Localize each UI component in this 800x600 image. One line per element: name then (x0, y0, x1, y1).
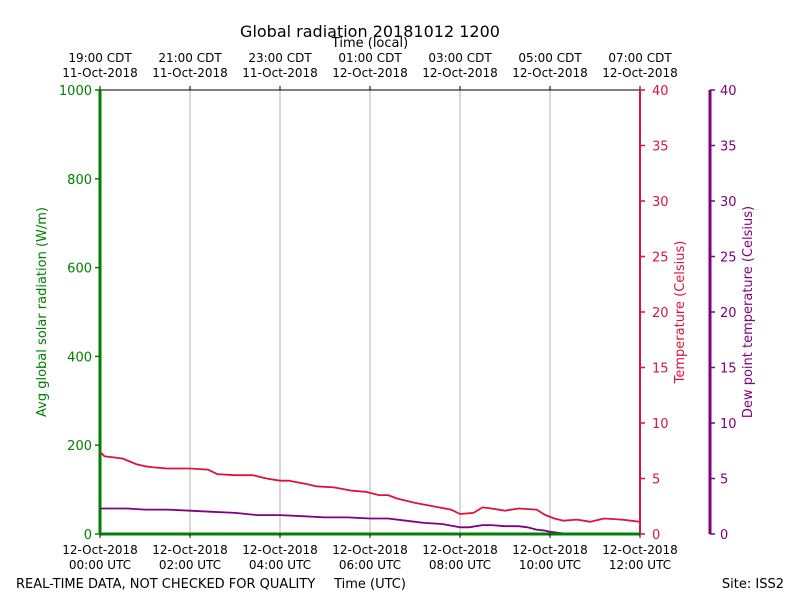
temperature-tick-label: 15 (652, 362, 669, 377)
temperature-tick-label: 30 (652, 195, 669, 210)
dewpoint-tick-label: 10 (720, 417, 737, 432)
x-tick-date: 12-Oct-2018 (512, 543, 588, 557)
x-tick-date: 12-Oct-2018 (332, 543, 408, 557)
dewpoint-tick-label: 20 (720, 306, 737, 321)
top-tick-date: 11-Oct-2018 (152, 66, 228, 80)
top-tick-date: 11-Oct-2018 (242, 66, 318, 80)
top-tick-time: 21:00 CDT (158, 51, 222, 65)
x-axis-label: Time (UTC) (333, 577, 406, 592)
top-tick-time: 01:00 CDT (338, 51, 402, 65)
top-tick-date: 12-Oct-2018 (602, 66, 678, 80)
top-tick-time: 05:00 CDT (518, 51, 582, 65)
radiation-tick-label: 0 (84, 528, 92, 543)
radiation-tick-label: 1000 (59, 84, 92, 99)
radiation-tick-label: 400 (67, 350, 92, 365)
x-tick-date: 12-Oct-2018 (62, 543, 138, 557)
quality-notice: REAL-TIME DATA, NOT CHECKED FOR QUALITY (16, 577, 315, 592)
x-tick-time: 00:00 UTC (69, 558, 131, 572)
temperature-tick-label: 0 (652, 528, 660, 543)
dewpoint-tick-label: 35 (720, 140, 737, 155)
temperature-tick-label: 35 (652, 140, 669, 155)
dewpoint-tick-label: 40 (720, 84, 737, 99)
temperature-tick-label: 10 (652, 417, 669, 432)
dewpoint-tick-label: 30 (720, 195, 737, 210)
x-tick-date: 12-Oct-2018 (152, 543, 228, 557)
top-tick-time: 19:00 CDT (68, 51, 132, 65)
radiation-tick-label: 200 (67, 439, 92, 454)
x-tick-time: 04:00 UTC (249, 558, 311, 572)
top-tick-time: 07:00 CDT (608, 51, 672, 65)
site-label: Site: ISS2 (722, 577, 784, 592)
top-tick-date: 12-Oct-2018 (332, 66, 408, 80)
radiation-tick-label: 600 (67, 262, 92, 277)
temperature-axis-label: Temperature (Celsius) (673, 241, 688, 385)
temperature-tick-label: 20 (652, 306, 669, 321)
top-tick-date: 12-Oct-2018 (422, 66, 498, 80)
dewpoint-tick-label: 15 (720, 362, 737, 377)
top-tick-time: 23:00 CDT (248, 51, 312, 65)
top-tick-date: 12-Oct-2018 (512, 66, 588, 80)
x-tick-time: 08:00 UTC (429, 558, 491, 572)
radiation-axis-label: Avg global solar radiation (W/m) (35, 207, 50, 417)
x-tick-time: 06:00 UTC (339, 558, 401, 572)
radiation-tick-label: 800 (67, 173, 92, 188)
x-tick-time: 12:00 UTC (609, 558, 671, 572)
dewpoint-series-line (100, 507, 569, 535)
dewpoint-tick-label: 25 (720, 251, 737, 266)
top-tick-time: 03:00 CDT (428, 51, 492, 65)
gridlines (189, 90, 551, 534)
dewpoint-tick-label: 5 (720, 473, 728, 488)
chart-title: Global radiation 20181012 1200 (240, 22, 500, 41)
temperature-tick-label: 40 (652, 84, 669, 99)
top-x-axis-label: Time (local) (331, 36, 408, 51)
dewpoint-axis-label: Dew point temperature (Celsius) (741, 206, 756, 418)
x-tick-date: 12-Oct-2018 (602, 543, 678, 557)
temperature-tick-label: 5 (652, 473, 660, 488)
x-tick-time: 02:00 UTC (159, 558, 221, 572)
x-tick-date: 12-Oct-2018 (422, 543, 498, 557)
x-tick-time: 10:00 UTC (519, 558, 581, 572)
x-tick-date: 12-Oct-2018 (242, 543, 318, 557)
temperature-tick-label: 25 (652, 251, 669, 266)
top-tick-date: 11-Oct-2018 (62, 66, 138, 80)
temperature-series-line (99, 451, 641, 523)
dewpoint-tick-label: 0 (720, 528, 728, 543)
